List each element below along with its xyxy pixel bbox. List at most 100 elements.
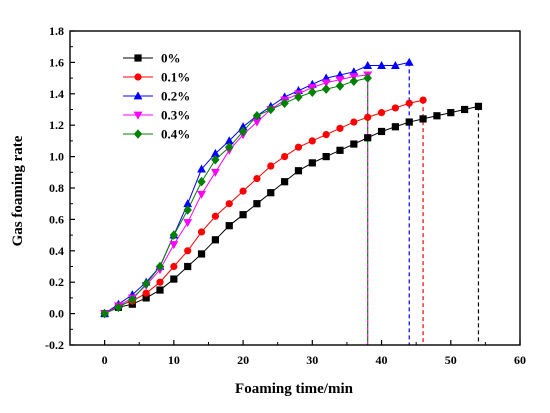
data-point-s0-18 [350, 140, 358, 148]
legend-label-3: 0.3% [161, 108, 190, 123]
legend-label-2: 0.2% [161, 89, 190, 104]
data-point-s0-16 [322, 153, 330, 161]
legend-marker-1 [134, 73, 142, 81]
data-point-s1-22 [405, 99, 413, 107]
data-point-s2-6 [183, 199, 193, 208]
data-point-s0-19 [364, 134, 372, 142]
data-point-s0-22 [405, 118, 413, 126]
y-tick-label-4: 0.6 [49, 212, 64, 226]
data-point-s4-3 [141, 278, 151, 289]
data-point-s0-8 [211, 236, 219, 244]
x-tick-label-6: 60 [514, 353, 526, 367]
data-point-s1-21 [391, 104, 399, 112]
data-point-s0-15 [308, 159, 316, 167]
legend-label-1: 0.1% [161, 70, 190, 85]
data-point-s2-19 [363, 60, 373, 69]
data-point-s2-22 [404, 57, 414, 66]
data-point-s4-15 [308, 87, 317, 98]
data-point-s4-19 [363, 73, 372, 83]
data-point-s4-12 [266, 104, 275, 115]
drop-lines [367, 62, 480, 345]
data-point-s0-17 [336, 146, 344, 154]
legend-marker-3 [133, 111, 143, 120]
data-point-s4-16 [321, 84, 331, 94]
data-point-s2-8 [210, 148, 220, 157]
y-tick-label-8: 1.4 [49, 87, 64, 101]
y-tick-label-0: -0.2 [45, 338, 64, 352]
y-tick-label-9: 1.6 [49, 55, 64, 69]
data-point-s2-20 [377, 60, 386, 69]
data-point-s4-18 [349, 76, 359, 87]
data-point-s1-18 [350, 118, 358, 126]
data-point-s1-15 [308, 137, 316, 145]
x-tick-label-3: 30 [306, 353, 318, 367]
legend-label-4: 0.4% [161, 127, 190, 142]
axes: 0 10 20 30 40 50 60 -0.2 0.0 0.2 0.4 0.6 0.8 1.0 1.2 1.… [45, 24, 526, 367]
data-point-s3-17 [335, 76, 345, 85]
series-line-1 [104, 99, 424, 315]
x-axis-title: Foaming time/min [235, 381, 354, 397]
data-point-s2-7 [197, 164, 206, 173]
y-tick-label-3: 0.4 [49, 244, 64, 258]
data-point-s4-5 [169, 230, 179, 240]
data-point-s3-16 [321, 79, 331, 88]
data-point-s0-4 [156, 286, 164, 294]
data-point-s0-7 [197, 250, 206, 258]
data-point-s4-11 [252, 110, 262, 121]
x-tick-label-0: 0 [102, 353, 108, 367]
legend-marker-4 [133, 129, 143, 139]
x-tick-label-5: 50 [445, 353, 457, 367]
series-markers [100, 57, 483, 319]
data-point-s4-2 [128, 294, 137, 305]
data-point-s0-9 [225, 222, 233, 230]
y-tick-label-10: 1.8 [49, 24, 64, 38]
data-point-s1-5 [170, 262, 178, 271]
data-point-s4-0 [100, 308, 109, 319]
data-point-s2-10 [238, 122, 248, 131]
data-point-s4-1 [114, 302, 123, 313]
data-point-s1-10 [239, 187, 247, 195]
data-point-s0-3 [142, 294, 150, 302]
x-tick-label-2: 20 [237, 353, 249, 367]
y-tick-label-2: 0.2 [49, 275, 64, 289]
y-tick-label-1: 0.0 [49, 307, 64, 321]
data-point-s0-14 [294, 167, 303, 175]
data-point-s0-26 [461, 105, 469, 114]
data-point-s1-20 [377, 109, 386, 117]
data-point-s1-7 [197, 228, 206, 236]
data-point-s3-6 [183, 219, 193, 228]
y-tick-label-5: 0.8 [49, 181, 64, 195]
data-point-s1-4 [156, 278, 164, 286]
data-point-s0-5 [170, 275, 178, 283]
data-point-s4-14 [294, 92, 303, 102]
data-point-s4-10 [238, 126, 248, 137]
data-point-s3-5 [169, 241, 179, 250]
data-point-s1-13 [281, 153, 289, 161]
data-point-s4-17 [335, 81, 345, 91]
data-point-s1-16 [322, 131, 330, 139]
data-point-s0-10 [239, 211, 247, 219]
data-point-s0-13 [281, 178, 289, 186]
data-point-s1-17 [336, 124, 344, 132]
data-point-s1-9 [225, 200, 233, 208]
data-point-s4-7 [197, 176, 206, 187]
x-tick-label-1: 10 [168, 353, 180, 367]
data-point-s3-11 [252, 118, 262, 127]
series-line-2 [104, 61, 410, 315]
data-point-s4-9 [225, 142, 234, 152]
data-point-s1-8 [211, 212, 219, 220]
data-point-s3-7 [197, 190, 206, 199]
data-point-s2-9 [224, 136, 234, 145]
data-point-s0-27 [474, 102, 483, 110]
y-tick-label-7: 1.2 [49, 118, 64, 132]
data-point-s4-8 [211, 154, 220, 165]
data-point-s1-6 [184, 247, 192, 255]
data-point-s3-8 [210, 168, 220, 177]
x-tick-label-4: 40 [376, 353, 388, 367]
data-point-s0-25 [447, 109, 455, 117]
data-point-s0-11 [253, 200, 261, 208]
data-point-s1-12 [267, 162, 275, 170]
data-point-s0-24 [433, 112, 441, 120]
data-point-s0-23 [419, 115, 427, 123]
